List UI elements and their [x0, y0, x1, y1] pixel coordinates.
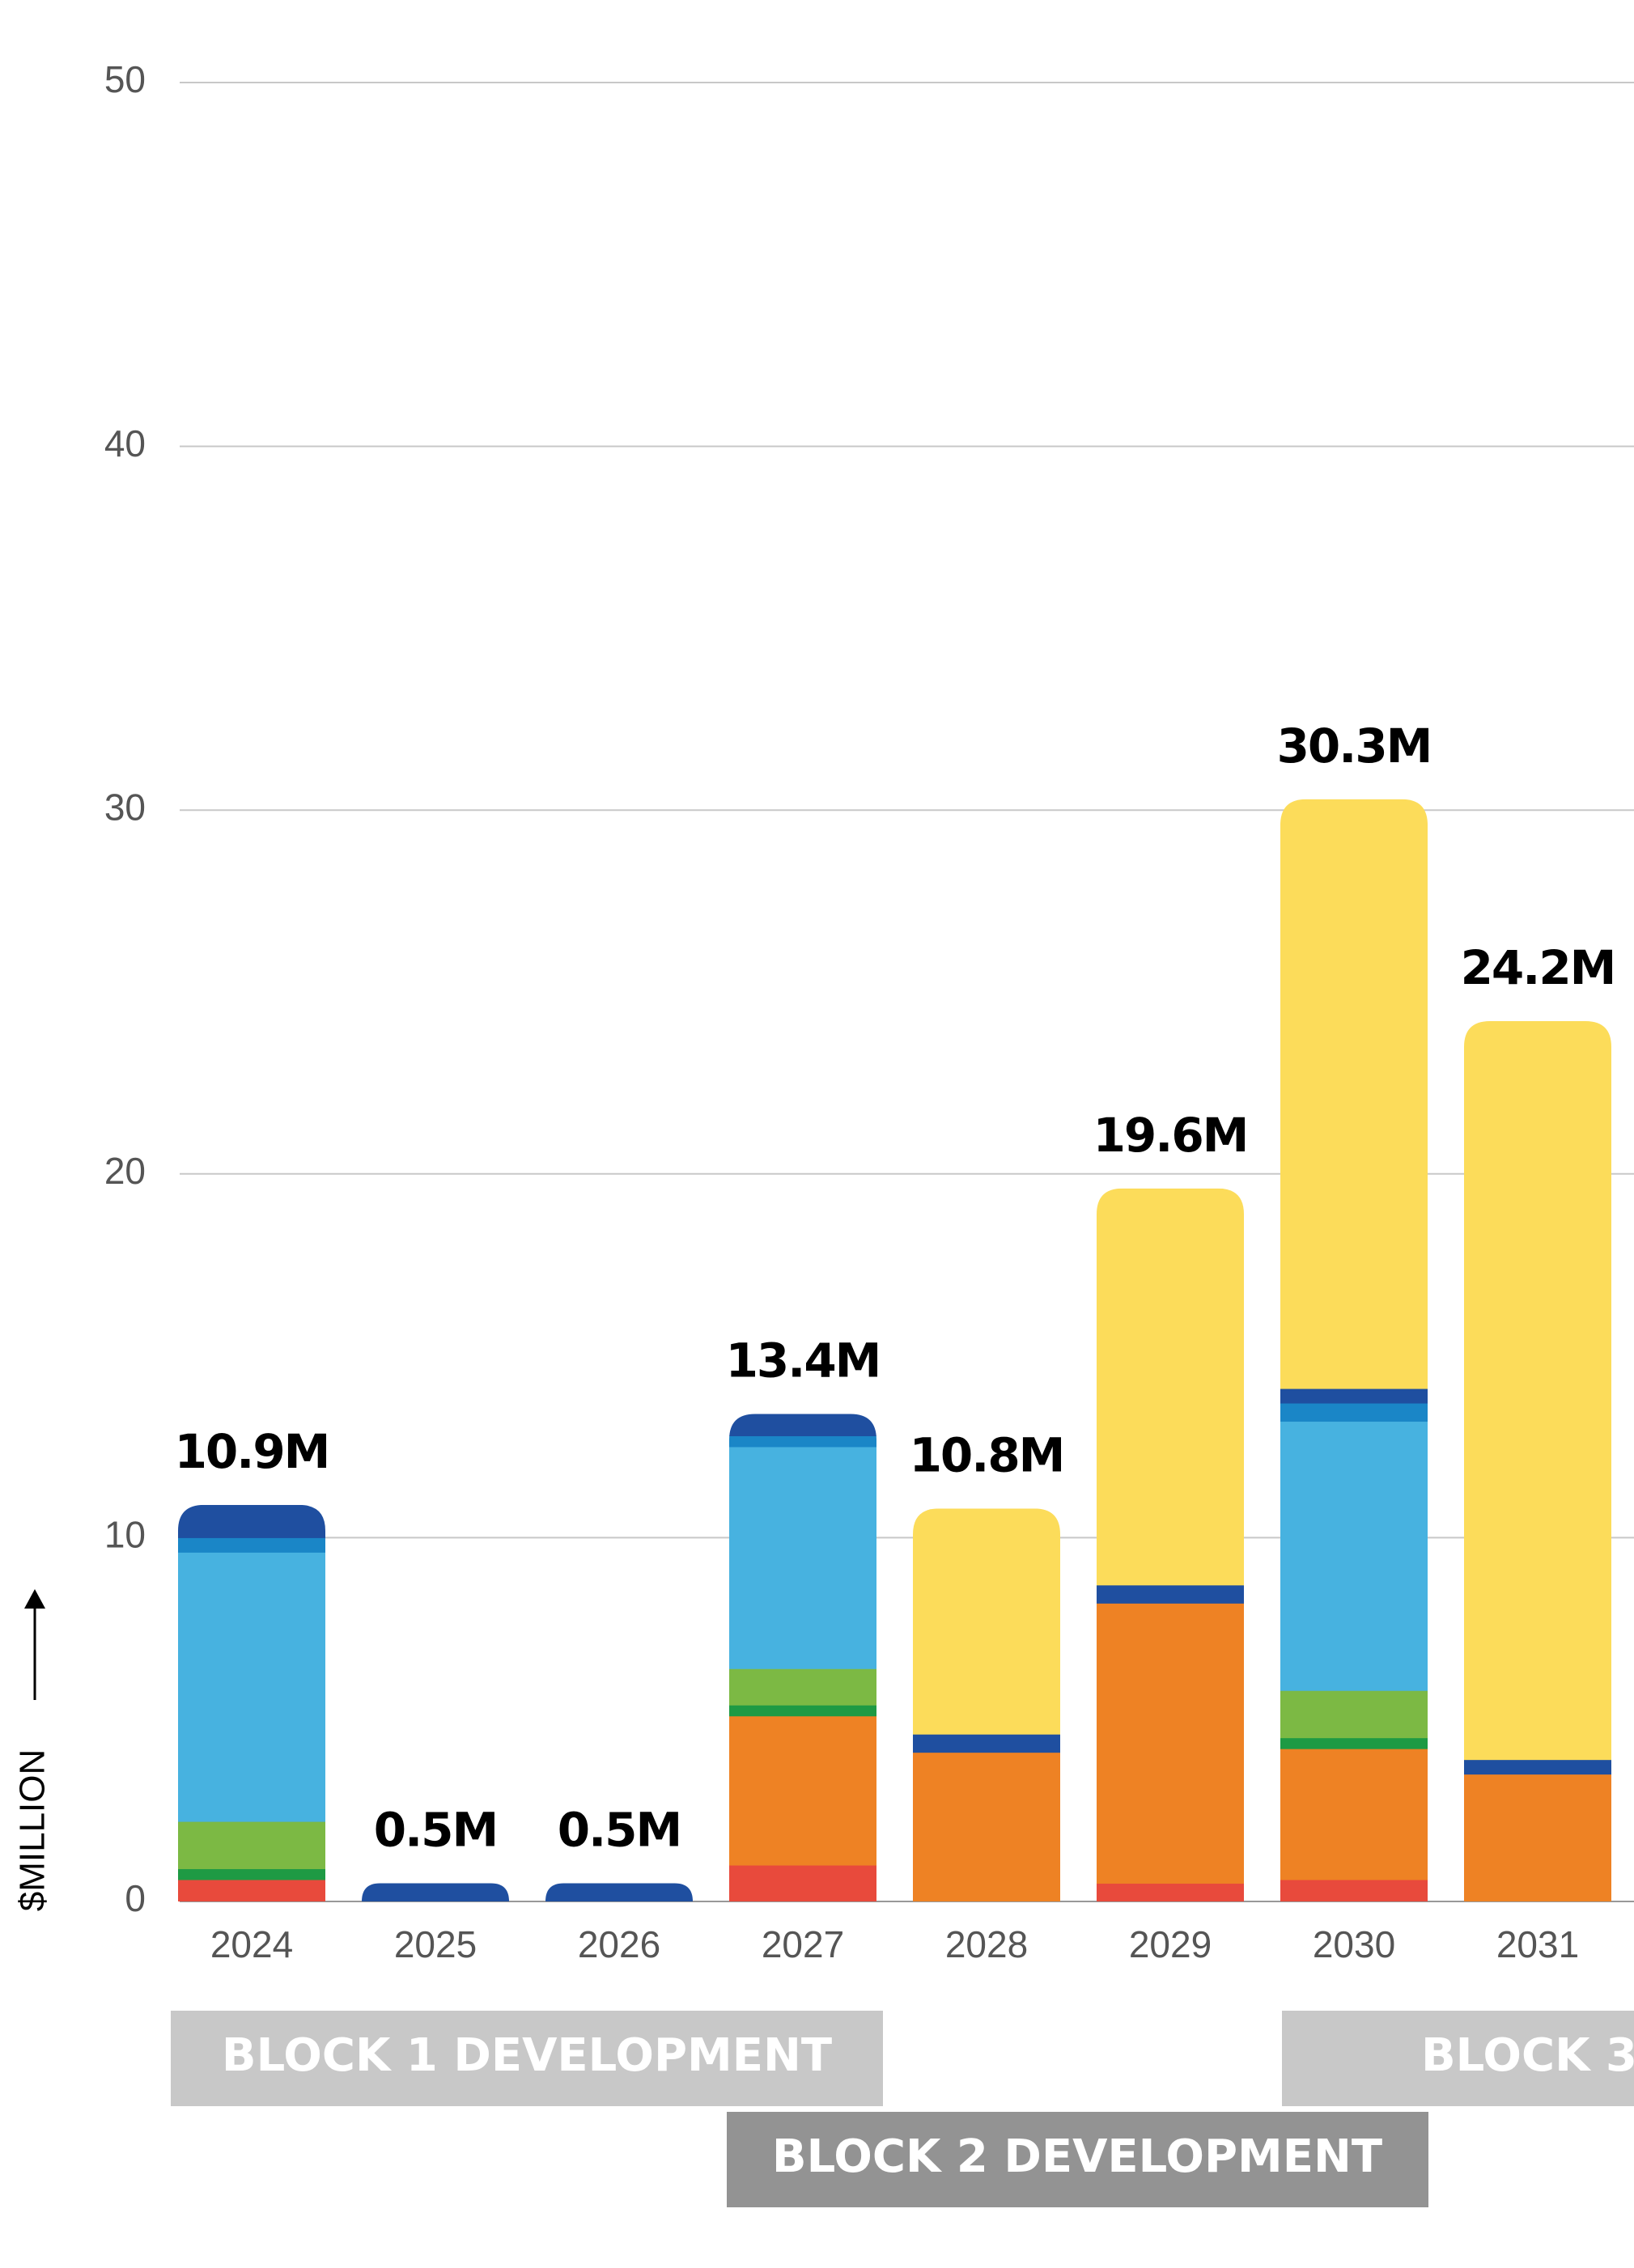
y-tick-label: 20 — [104, 1150, 146, 1192]
total-label: 24.2M — [1461, 940, 1615, 995]
x-tick-label: 2028 — [945, 1923, 1028, 1965]
bar-stack — [178, 1504, 325, 1901]
x-tick-label: 2030 — [1313, 1923, 1395, 1965]
bar-segment — [1097, 1188, 1244, 1586]
total-label: 13.4M — [726, 1333, 881, 1388]
bar-stack — [1280, 799, 1428, 1902]
bar-segment — [729, 1435, 876, 1448]
bar-segment — [1097, 1584, 1244, 1604]
total-label: 30.3M — [1277, 719, 1432, 774]
phase-band — [1282, 2011, 1634, 2106]
bar-segment — [178, 1537, 325, 1553]
phase-band — [727, 2112, 1428, 2207]
phase-label: BLOCK 1 DEVELOPMENT — [222, 2029, 832, 2082]
x-tick-label: 2027 — [762, 1923, 844, 1965]
bar-segment — [1280, 1737, 1428, 1749]
bar-segment — [729, 1414, 876, 1437]
bar-segment — [1464, 1020, 1611, 1761]
total-label: 10.9M — [175, 1424, 329, 1479]
bar-stack — [1464, 1020, 1611, 1901]
bar-segment — [1280, 1690, 1428, 1739]
bar-segment — [362, 1883, 509, 1901]
y-tick-label: 50 — [104, 58, 146, 100]
bar-segment — [1464, 1774, 1611, 1901]
bar-segment — [913, 1752, 1060, 1901]
y-tick-label: 0 — [125, 1877, 146, 1919]
axis-arrow-head — [24, 1589, 45, 1609]
bar-segment — [1280, 1421, 1428, 1691]
bar-segment — [1280, 1388, 1428, 1404]
x-tick-label: 2025 — [394, 1923, 477, 1965]
y-tick-label: 30 — [104, 786, 146, 828]
bar-segment — [178, 1868, 325, 1880]
phase-label: BLOCK 2 DEVELOPMENT — [772, 2130, 1382, 2183]
total-label: 19.6M — [1093, 1108, 1248, 1163]
total-label: 0.5M — [374, 1803, 497, 1858]
bar-segment — [1280, 1749, 1428, 1880]
phase-band — [171, 2011, 883, 2106]
bar-segment — [1280, 799, 1428, 1389]
bar-stack — [545, 1883, 693, 1901]
bar-segment — [178, 1504, 325, 1538]
bar-segment — [178, 1821, 325, 1870]
bar-segment — [729, 1715, 876, 1866]
bar-segment — [729, 1865, 876, 1901]
x-tick-label: 2031 — [1496, 1923, 1579, 1965]
bar-segment — [178, 1880, 325, 1901]
x-tick-label: 2029 — [1129, 1923, 1212, 1965]
bar-segment — [913, 1508, 1060, 1735]
bar-segment — [1097, 1603, 1244, 1884]
x-tick-label: 2026 — [578, 1923, 660, 1965]
y-axis-label: $MILLION — [13, 1749, 53, 1912]
bar-segment — [729, 1447, 876, 1669]
bar-segment — [545, 1883, 693, 1901]
bar-segment — [1097, 1883, 1244, 1901]
bar-segment — [729, 1668, 876, 1706]
bar-segment — [178, 1552, 325, 1822]
bar-stack — [362, 1883, 509, 1901]
bar-segment — [1280, 1403, 1428, 1422]
bar-stack — [1097, 1188, 1244, 1901]
bar-segment — [913, 1734, 1060, 1753]
x-tick-label: 2024 — [210, 1923, 293, 1965]
total-label: 10.8M — [910, 1428, 1064, 1483]
bar-stack — [913, 1508, 1060, 1901]
phase-label: BLOCK 3 — [1421, 2029, 1634, 2082]
bar-segment — [1280, 1880, 1428, 1902]
total-label: 0.5M — [558, 1803, 681, 1858]
bar-stack — [729, 1414, 876, 1901]
y-tick-label: 10 — [104, 1514, 146, 1556]
bar-segment — [1464, 1759, 1611, 1775]
bar-segment — [729, 1705, 876, 1717]
y-tick-label: 40 — [104, 422, 146, 464]
